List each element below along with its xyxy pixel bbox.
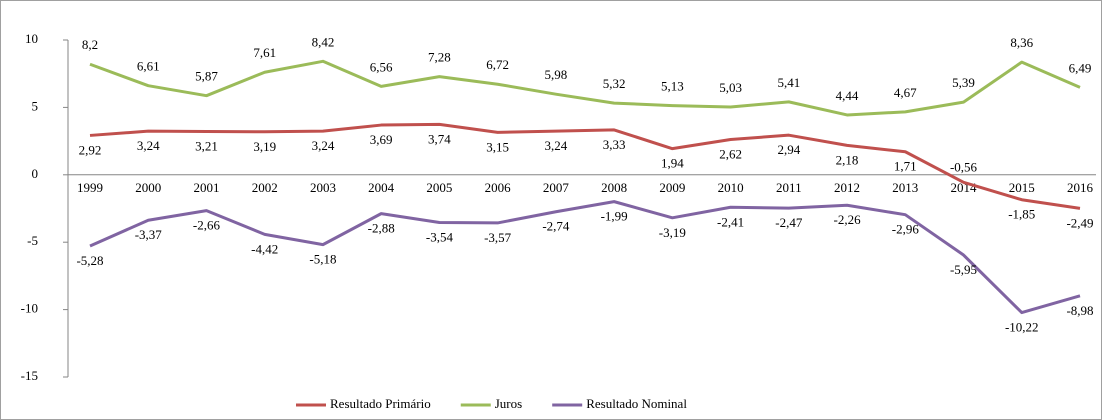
data-label: -4,42 <box>251 241 278 256</box>
data-label: -2,88 <box>368 221 395 236</box>
data-label: -5,18 <box>309 252 336 267</box>
data-label: -2,26 <box>834 212 862 227</box>
data-label: -1,99 <box>601 209 628 224</box>
series-line <box>89 59 1081 117</box>
legend-label: Resultado Primário <box>330 396 431 411</box>
data-label: 3,15 <box>486 139 509 154</box>
data-label: 3,69 <box>370 132 393 147</box>
data-label: 7,61 <box>253 45 276 60</box>
data-label: -2,41 <box>717 214 744 229</box>
data-label: 5,39 <box>952 75 975 90</box>
data-label: 6,61 <box>137 59 160 74</box>
data-label: -2,47 <box>775 215 803 230</box>
data-label: 2,92 <box>79 142 102 157</box>
data-label: 2,94 <box>777 142 800 157</box>
series-line <box>89 200 1081 315</box>
data-label: -0,56 <box>950 159 978 174</box>
data-label: -2,96 <box>892 222 920 237</box>
data-label: 6,56 <box>370 59 393 74</box>
x-tick-label: 1999 <box>77 180 103 195</box>
x-tick-label: 2009 <box>659 180 685 195</box>
x-tick-label: 2007 <box>543 180 570 195</box>
data-label: 8,2 <box>82 37 98 52</box>
data-label: -3,57 <box>484 230 512 245</box>
x-tick-label: 2005 <box>426 180 452 195</box>
data-label: 5,13 <box>661 79 684 94</box>
data-label: -8,98 <box>1066 303 1093 318</box>
data-label: -3,19 <box>659 225 686 240</box>
data-label: 1,71 <box>894 159 917 174</box>
x-tick-label: 2016 <box>1067 180 1094 195</box>
x-tick-label: 2010 <box>718 180 744 195</box>
data-label: -3,37 <box>135 227 163 242</box>
data-label: 3,24 <box>137 138 160 153</box>
x-tick-label: 2006 <box>485 180 512 195</box>
y-tick-label: -10 <box>21 301 38 316</box>
x-tick-label: 2001 <box>193 180 219 195</box>
data-label: 8,36 <box>1010 35 1033 50</box>
data-label: -5,95 <box>950 262 977 277</box>
x-tick-label: 2004 <box>368 180 395 195</box>
legend-label: Resultado Nominal <box>586 396 687 411</box>
x-tick-label: 2008 <box>601 180 627 195</box>
y-tick-label: -5 <box>27 233 38 248</box>
data-label: 4,44 <box>836 88 859 103</box>
x-tick-label: 2012 <box>834 180 860 195</box>
y-tick-label: 5 <box>32 98 39 113</box>
data-label: -5,28 <box>76 253 103 268</box>
data-label: 4,67 <box>894 85 917 100</box>
data-label: 7,28 <box>428 50 451 65</box>
data-label: 3,24 <box>312 138 335 153</box>
series-line <box>89 122 1081 210</box>
y-tick-label: 0 <box>32 166 39 181</box>
data-label: 2,18 <box>836 152 859 167</box>
data-label: 3,21 <box>195 139 218 154</box>
x-tick-label: 2015 <box>1009 180 1035 195</box>
data-label: 3,74 <box>428 131 451 146</box>
data-label: 2,62 <box>719 146 742 161</box>
data-label: 5,87 <box>195 69 218 84</box>
y-tick-label: -15 <box>21 368 38 383</box>
data-label: 5,32 <box>603 76 626 91</box>
x-tick-label: 2013 <box>892 180 918 195</box>
data-label: -1,85 <box>1008 207 1035 222</box>
data-label: -2,74 <box>542 219 570 234</box>
data-label: 5,98 <box>545 67 568 82</box>
x-tick-label: 2003 <box>310 180 336 195</box>
data-label: 1,94 <box>661 156 684 171</box>
data-label: 3,33 <box>603 137 626 152</box>
data-label: 6,49 <box>1069 60 1092 75</box>
data-label: -2,49 <box>1066 215 1093 230</box>
data-label: 5,03 <box>719 80 742 95</box>
data-label: 3,19 <box>253 139 276 154</box>
data-label: -2,66 <box>193 218 221 233</box>
data-label: 6,72 <box>486 57 509 72</box>
data-label: 5,41 <box>777 75 800 90</box>
data-label: -10,22 <box>1005 320 1039 335</box>
data-label: 3,24 <box>545 138 568 153</box>
x-tick-label: 2000 <box>135 180 161 195</box>
data-label: 8,42 <box>312 34 335 49</box>
data-label: -3,54 <box>426 230 454 245</box>
y-tick-label: 10 <box>25 31 38 46</box>
x-tick-label: 2011 <box>776 180 802 195</box>
legend-label: Juros <box>495 396 522 411</box>
x-tick-label: 2002 <box>252 180 278 195</box>
